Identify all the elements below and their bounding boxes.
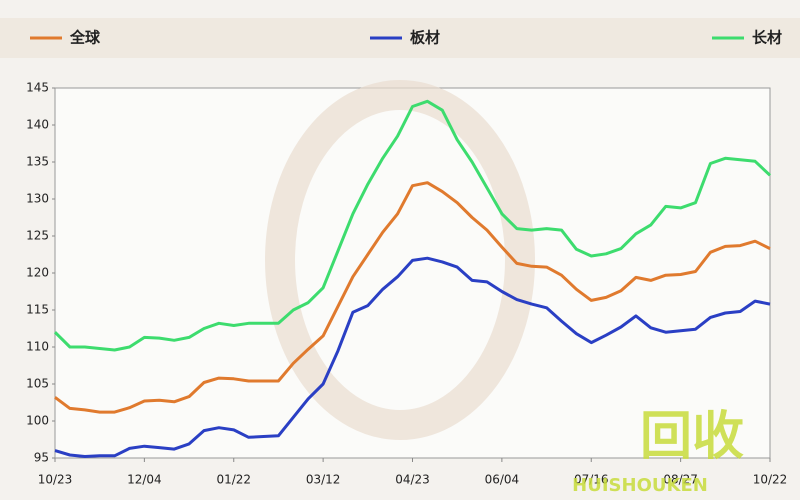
series-line bbox=[53, 99, 772, 352]
plot-area bbox=[54, 87, 771, 459]
x-tick-label: 01/22 bbox=[216, 473, 251, 487]
x-tick-label: 10/23 bbox=[38, 473, 73, 487]
series-line bbox=[54, 256, 771, 458]
y-tick-label: 130 bbox=[26, 192, 49, 206]
x-tick-label: 04/23 bbox=[395, 473, 430, 487]
series-line bbox=[54, 181, 771, 414]
x-tick-label: 06/04 bbox=[485, 473, 520, 487]
y-tick-label: 100 bbox=[26, 414, 49, 428]
watermark-logo bbox=[265, 80, 535, 440]
legend-label: 板材 bbox=[410, 29, 440, 47]
y-tick-label: 115 bbox=[26, 303, 49, 317]
x-tick-label: 12/04 bbox=[127, 473, 162, 487]
y-tick-label: 125 bbox=[26, 229, 49, 243]
y-tick-label: 135 bbox=[26, 155, 49, 169]
y-tick-label: 105 bbox=[26, 377, 49, 391]
y-tick-label: 145 bbox=[26, 81, 49, 95]
y-tick-label: 110 bbox=[26, 340, 49, 354]
x-tick-label: 08/27 bbox=[663, 473, 698, 487]
y-tick-label: 120 bbox=[26, 266, 49, 280]
watermark-text: 回收 bbox=[640, 407, 744, 467]
x-tick-label: 07/16 bbox=[574, 473, 609, 487]
y-tick-label: 140 bbox=[26, 118, 49, 132]
y-tick-label: 95 bbox=[34, 451, 49, 465]
x-tick-label: 03/12 bbox=[306, 473, 341, 487]
legend-label: 全球 bbox=[69, 29, 101, 47]
legend-label: 长材 bbox=[752, 29, 782, 47]
x-tick-label: 10/22 bbox=[753, 473, 788, 487]
watermark-subtext: HUISHOUKEN bbox=[572, 475, 708, 496]
